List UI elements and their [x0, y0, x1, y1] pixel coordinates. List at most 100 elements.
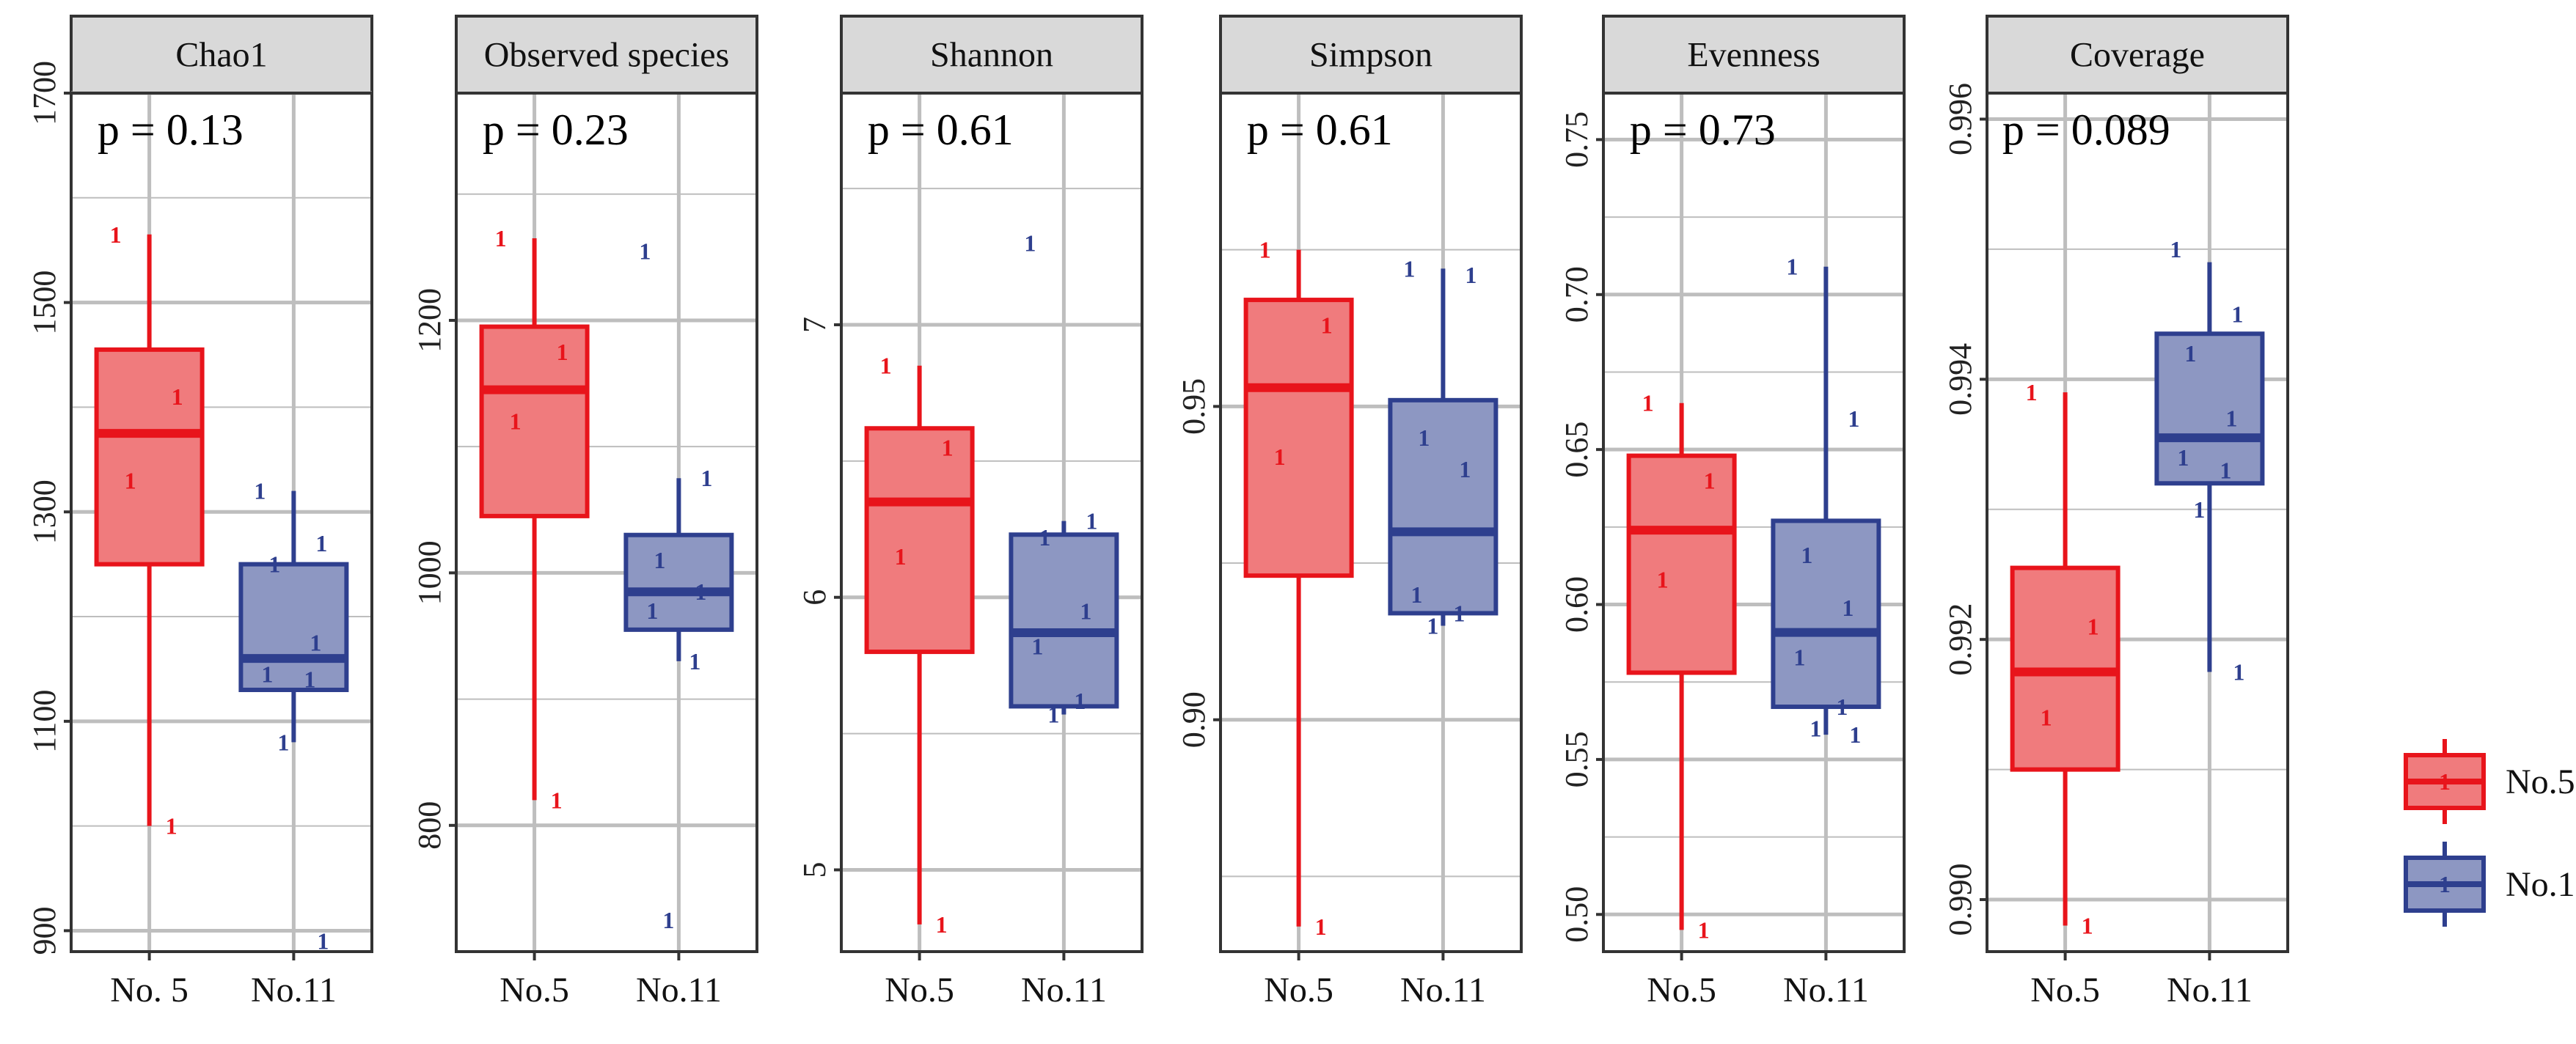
y-tick-label: 0.65	[1559, 422, 1595, 478]
data-point: 1	[1849, 721, 1861, 748]
data-point: 1	[304, 666, 315, 693]
data-point: 1	[662, 907, 674, 933]
data-point: 1	[1080, 598, 1091, 624]
data-point: 1	[1274, 444, 1286, 470]
facet-title: Observed species	[484, 36, 730, 75]
data-point: 1	[172, 383, 183, 410]
y-tick-label: 0.70	[1559, 266, 1595, 323]
facet-title: Simpson	[1309, 36, 1432, 75]
y-tick-label: 0.55	[1559, 731, 1595, 787]
box-iqr	[2154, 331, 2265, 486]
box-iqr	[1626, 453, 1737, 675]
facet-strip	[455, 15, 758, 95]
x-tick-label: No.11	[1400, 971, 1486, 1010]
y-tick-label: 800	[411, 801, 447, 850]
legend-point: 1	[2439, 768, 2451, 795]
y-tick-label: 1100	[26, 690, 62, 753]
x-tick-label: No.5	[885, 971, 954, 1010]
data-point: 1	[1810, 716, 1821, 742]
data-point: 1	[2225, 405, 2237, 432]
data-point: 1	[1836, 694, 1848, 720]
data-point: 1	[695, 578, 706, 605]
facet-strip	[840, 15, 1144, 95]
y-tick-label: 1700	[26, 61, 62, 125]
data-point: 1	[125, 467, 136, 493]
data-point: 1	[166, 813, 178, 839]
data-point: 1	[689, 648, 700, 674]
data-point: 1	[317, 928, 329, 955]
data-point: 1	[495, 225, 507, 251]
box-iqr	[94, 347, 205, 567]
data-point: 1	[110, 221, 122, 248]
x-tick-label: No.5	[1647, 971, 1716, 1010]
data-point: 1	[639, 238, 651, 264]
box-iqr	[1771, 518, 1881, 710]
data-point: 1	[1024, 229, 1036, 256]
y-tick-label: 1500	[26, 271, 62, 335]
data-point: 1	[551, 787, 563, 813]
box-iqr	[479, 324, 590, 518]
x-tick-label: No.11	[1783, 971, 1869, 1010]
p-value-label: p = 0.13	[98, 106, 244, 154]
p-value-label: p = 0.23	[483, 106, 629, 154]
y-tick-label: 0.75	[1559, 111, 1595, 168]
data-point: 1	[1418, 424, 1430, 451]
x-tick-label: No.11	[636, 971, 722, 1010]
panel-chao1: Chao1 1 1 1 1 1 1 1 1 1 1 1 1 p = 0.13 900 1100 1300 1500…	[26, 15, 373, 1010]
data-point: 1	[1642, 390, 1654, 416]
y-tick-label: 0.90	[1176, 691, 1212, 748]
data-point: 1	[1453, 600, 1465, 626]
data-point: 1	[880, 353, 892, 379]
y-tick-label: 0.996	[1942, 83, 1978, 155]
data-point: 1	[2026, 379, 2038, 405]
x-tick-label: No.5	[2030, 971, 2100, 1010]
data-point: 1	[2193, 496, 2205, 523]
box-no5: 1 1 1 1	[94, 221, 205, 839]
panel-frame	[1219, 92, 1523, 953]
data-point: 1	[700, 465, 712, 491]
legend-point: 1	[2439, 871, 2451, 897]
legend-label: No.11	[2506, 865, 2576, 904]
y-tick-label: 900	[26, 906, 62, 955]
data-point: 1	[1801, 542, 1812, 568]
data-point: 1	[1793, 644, 1805, 670]
box-iqr	[1388, 397, 1499, 616]
legend: 1 No.5 1 No.11	[2404, 739, 2576, 927]
y-tick-label: 0.994	[1942, 343, 1978, 416]
legend-item-no5: 1 No.5	[2404, 739, 2575, 824]
y-tick-label: 0.992	[1942, 603, 1978, 676]
box-no5: 1 1 1 1	[864, 353, 975, 938]
box-no5: 1 1 1 1	[2010, 379, 2121, 939]
x-tick-label: No.5	[1264, 971, 1333, 1010]
y-tick-label: 0.990	[1942, 864, 1978, 936]
y-tick-label: 0.60	[1559, 576, 1595, 633]
data-point: 1	[1047, 702, 1059, 728]
data-point: 1	[277, 729, 289, 755]
data-point: 1	[2184, 340, 2196, 367]
data-point: 1	[2231, 301, 2243, 328]
y-tick-label: 0.95	[1176, 378, 1212, 435]
data-point: 1	[654, 547, 665, 573]
data-point: 1	[254, 478, 266, 504]
box-iqr	[238, 562, 349, 692]
y-tick-label: 1200	[411, 288, 447, 353]
data-point: 1	[1086, 508, 1097, 534]
data-point: 1	[2082, 913, 2093, 939]
x-tick-label: No.11	[251, 971, 337, 1010]
box-no5: 1 1 1 1	[1243, 237, 1354, 940]
data-point: 1	[2220, 457, 2231, 484]
data-point: 1	[1465, 262, 1477, 288]
data-point: 1	[261, 661, 273, 688]
data-point: 1	[2177, 444, 2189, 471]
facet-title: Chao1	[175, 36, 267, 75]
data-point: 1	[1698, 916, 1710, 943]
data-point: 1	[2170, 236, 2181, 262]
plot-background	[1987, 93, 2288, 952]
data-point: 1	[1074, 688, 1086, 714]
box-no5: 1 1 1 1	[1626, 390, 1737, 943]
data-point: 1	[557, 339, 568, 365]
